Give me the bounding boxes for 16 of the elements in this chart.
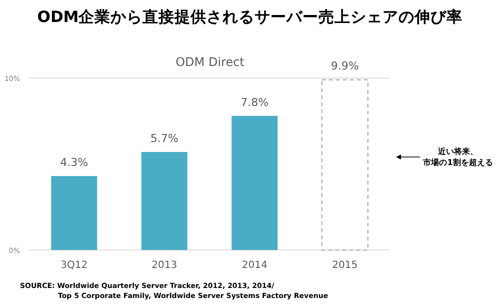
x-tick-label: 2014 [242, 260, 268, 271]
bar [321, 78, 369, 251]
data-label: 7.8% [240, 96, 269, 109]
data-label: 4.3% [60, 156, 88, 170]
x-tick-label: 3Q12 [60, 260, 88, 271]
x-tick-label: 2013 [152, 260, 178, 271]
data-label: 5.7% [150, 132, 178, 145]
data-label: 9.9% [330, 60, 359, 73]
bar [141, 152, 188, 250]
bar [232, 116, 278, 250]
x-tick-label: 2015 [332, 260, 358, 271]
text: 市場の1割を超える [422, 157, 493, 167]
bar [51, 176, 98, 250]
chart-title: ODM企業から直接提供されるサーバー売上シェアの伸び率 [37, 8, 463, 26]
text: 近い将来、 [437, 147, 478, 156]
chart-subtitle: ODM Direct [176, 55, 245, 69]
